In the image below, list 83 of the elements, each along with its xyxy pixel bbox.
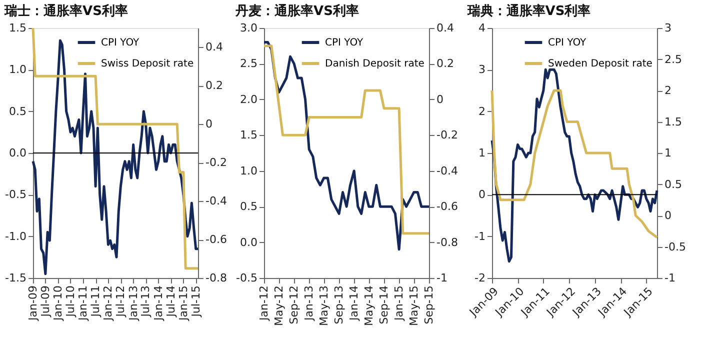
y-tick-label: 2.5 bbox=[240, 57, 258, 70]
y-tick-label: 2.0 bbox=[240, 92, 258, 106]
y2-tick-label: 2.5 bbox=[664, 52, 682, 66]
chart-title: 瑞典：通胀率VS利率 bbox=[466, 3, 591, 19]
y2-tick-label: -0.4 bbox=[206, 194, 227, 208]
y-tick-label: 0.5 bbox=[9, 104, 26, 118]
y2-tick-label: 0.2 bbox=[206, 79, 223, 92]
x-tick-label: Jan-13 bbox=[126, 286, 140, 322]
chart-title: 瑞士：通胀率VS利率 bbox=[4, 3, 128, 19]
y-tick-label: 4 bbox=[478, 22, 486, 34]
y2-tick-label: -0.8 bbox=[436, 236, 458, 249]
legend-label: CPI YOY bbox=[325, 38, 364, 48]
y-tick-label: 1.5 bbox=[240, 128, 258, 142]
x-tick-label: Jan-12 bbox=[102, 286, 115, 322]
y-tick-label: -0.5 bbox=[236, 272, 258, 284]
y2-tick-label: 2 bbox=[664, 84, 672, 97]
y2-tick-label: 0 bbox=[664, 209, 672, 222]
y2-tick-label: 1.5 bbox=[664, 115, 682, 128]
y2-tick-label: -1 bbox=[436, 272, 448, 284]
x-tick-label: Sep-15 bbox=[422, 286, 436, 324]
x-tick-label: Jan-11 bbox=[76, 286, 90, 322]
y-tick-label: -0.5 bbox=[5, 188, 26, 202]
x-tick-label: Jan-12 bbox=[258, 286, 270, 322]
y2-tick-label: 0.4 bbox=[206, 40, 223, 54]
x-tick-label: Sep-14 bbox=[378, 286, 391, 324]
x-tick-label: May-14 bbox=[362, 286, 376, 326]
y-tick-label: -1.5 bbox=[5, 272, 26, 284]
y-tick-label: -1.0 bbox=[5, 230, 26, 243]
x-tick-label: Jul-09 bbox=[38, 286, 52, 318]
y-tick-label: 1.5 bbox=[9, 22, 26, 34]
y-tick-label: 1.0 bbox=[9, 63, 26, 76]
y2-tick-label: 1 bbox=[664, 146, 672, 160]
y2-tick-label: -0.6 bbox=[436, 200, 458, 214]
y2-tick-label: -0.4 bbox=[436, 164, 458, 178]
x-tick-label: Sep-13 bbox=[332, 286, 346, 324]
y2-tick-label: -0.8 bbox=[206, 272, 227, 284]
x-tick-label: Sep-12 bbox=[288, 286, 301, 324]
y-tick-label: 1.0 bbox=[240, 164, 258, 178]
y-tick-label: -2 bbox=[474, 272, 486, 284]
x-tick-label: Jul-10 bbox=[64, 286, 77, 318]
y-tick-label: 0.0 bbox=[9, 146, 26, 160]
y2-tick-label: 3 bbox=[664, 22, 672, 34]
y2-tick-label: -1 bbox=[664, 272, 676, 284]
chart-title: 丹麦：通胀率VS利率 bbox=[234, 3, 359, 19]
y-tick-label: 0 bbox=[478, 188, 486, 202]
x-tick-label: Jan-10 bbox=[52, 286, 65, 322]
x-tick-label: May-12 bbox=[272, 286, 286, 326]
x-tick-label: May-13 bbox=[317, 286, 330, 326]
y-tick-label: 0.5 bbox=[240, 200, 258, 214]
y2-tick-label: 0 bbox=[206, 118, 212, 131]
y2-tick-label: -0.5 bbox=[664, 240, 686, 254]
x-tick-label: Jul-11 bbox=[89, 286, 102, 318]
y2-tick-label: 0.4 bbox=[436, 22, 454, 34]
x-tick-label: Jan-14 bbox=[348, 286, 361, 322]
y2-tick-label: -0.2 bbox=[206, 156, 227, 170]
legend-label: Sweden Deposit rate bbox=[548, 58, 652, 70]
y2-tick-label: 0.5 bbox=[664, 178, 682, 191]
legend-label: CPI YOY bbox=[101, 38, 140, 48]
line-series bbox=[490, 89, 658, 239]
x-tick-label: Jul-12 bbox=[114, 286, 128, 318]
legend-label: CPI YOY bbox=[548, 38, 588, 48]
x-tick-label: May-15 bbox=[407, 286, 420, 326]
x-tick-label: Jan-09 bbox=[26, 286, 40, 322]
y2-tick-label: 0.2 bbox=[436, 57, 454, 70]
y-tick-label: 3 bbox=[478, 63, 486, 76]
line-series bbox=[490, 68, 658, 263]
legend-label: Danish Deposit rate bbox=[325, 58, 424, 70]
legend-label: Swiss Deposit rate bbox=[101, 58, 194, 70]
x-tick-label: Jan-15 bbox=[176, 286, 190, 322]
x-tick-label: Jan-13 bbox=[302, 286, 316, 322]
y2-tick-label: -0.2 bbox=[436, 128, 458, 142]
y-tick-label: -1 bbox=[474, 230, 486, 243]
y2-tick-label: 0 bbox=[436, 92, 444, 106]
y-tick-label: 1 bbox=[478, 146, 486, 160]
x-tick-label: Jan-15 bbox=[392, 286, 406, 322]
x-tick-label: Jan-14 bbox=[152, 286, 165, 322]
y-tick-label: 2 bbox=[478, 104, 486, 118]
x-tick-label: Jul-13 bbox=[139, 286, 152, 318]
x-tick-label: Jul-14 bbox=[164, 286, 178, 318]
x-tick-label: Jul-15 bbox=[189, 286, 202, 318]
y-tick-label: 3.0 bbox=[240, 22, 258, 34]
y2-tick-label: -0.6 bbox=[206, 233, 227, 246]
y-tick-label: 0.0 bbox=[240, 236, 258, 249]
